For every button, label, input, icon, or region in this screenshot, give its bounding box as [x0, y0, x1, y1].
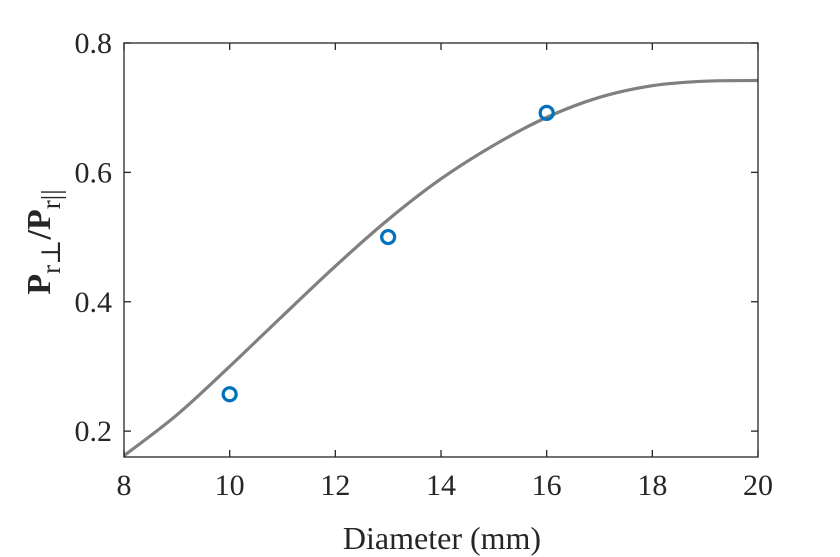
data-point-marker — [538, 104, 555, 121]
x-axis-label: Diameter (mm) — [343, 520, 541, 556]
fit-curve — [124, 78, 758, 457]
y-ticks: 0.2 0.4 0.6 0.8 — [75, 27, 758, 448]
y-tick-label: 0.6 — [75, 156, 113, 189]
y-tick-label: 0.4 — [75, 286, 113, 319]
x-tick-label: 12 — [320, 469, 350, 502]
y-label-base-1: P — [21, 274, 58, 295]
data-point-marker — [380, 228, 397, 246]
y-tick-label: 0.2 — [75, 415, 113, 448]
y-label-separator: / — [21, 229, 58, 240]
y-label-denominator-sub: r|| — [36, 189, 66, 209]
x-tick-label: 10 — [215, 469, 245, 502]
x-ticks: 8 10 12 14 16 18 20 — [117, 43, 773, 502]
x-tick-label: 8 — [117, 469, 132, 502]
x-tick-label: 18 — [637, 469, 667, 502]
x-tick-label: 14 — [426, 469, 456, 502]
y-axis-label: Pr⊥/Pr|| — [21, 189, 66, 294]
y-label-base-2: P — [21, 209, 58, 230]
y-label-numerator-sub: r⊥ — [36, 239, 66, 273]
x-tick-label: 16 — [532, 469, 562, 502]
plot-area — [124, 78, 758, 457]
y-tick-label: 0.8 — [75, 27, 113, 60]
data-point-marker — [221, 386, 238, 403]
x-tick-label: 20 — [743, 469, 773, 502]
